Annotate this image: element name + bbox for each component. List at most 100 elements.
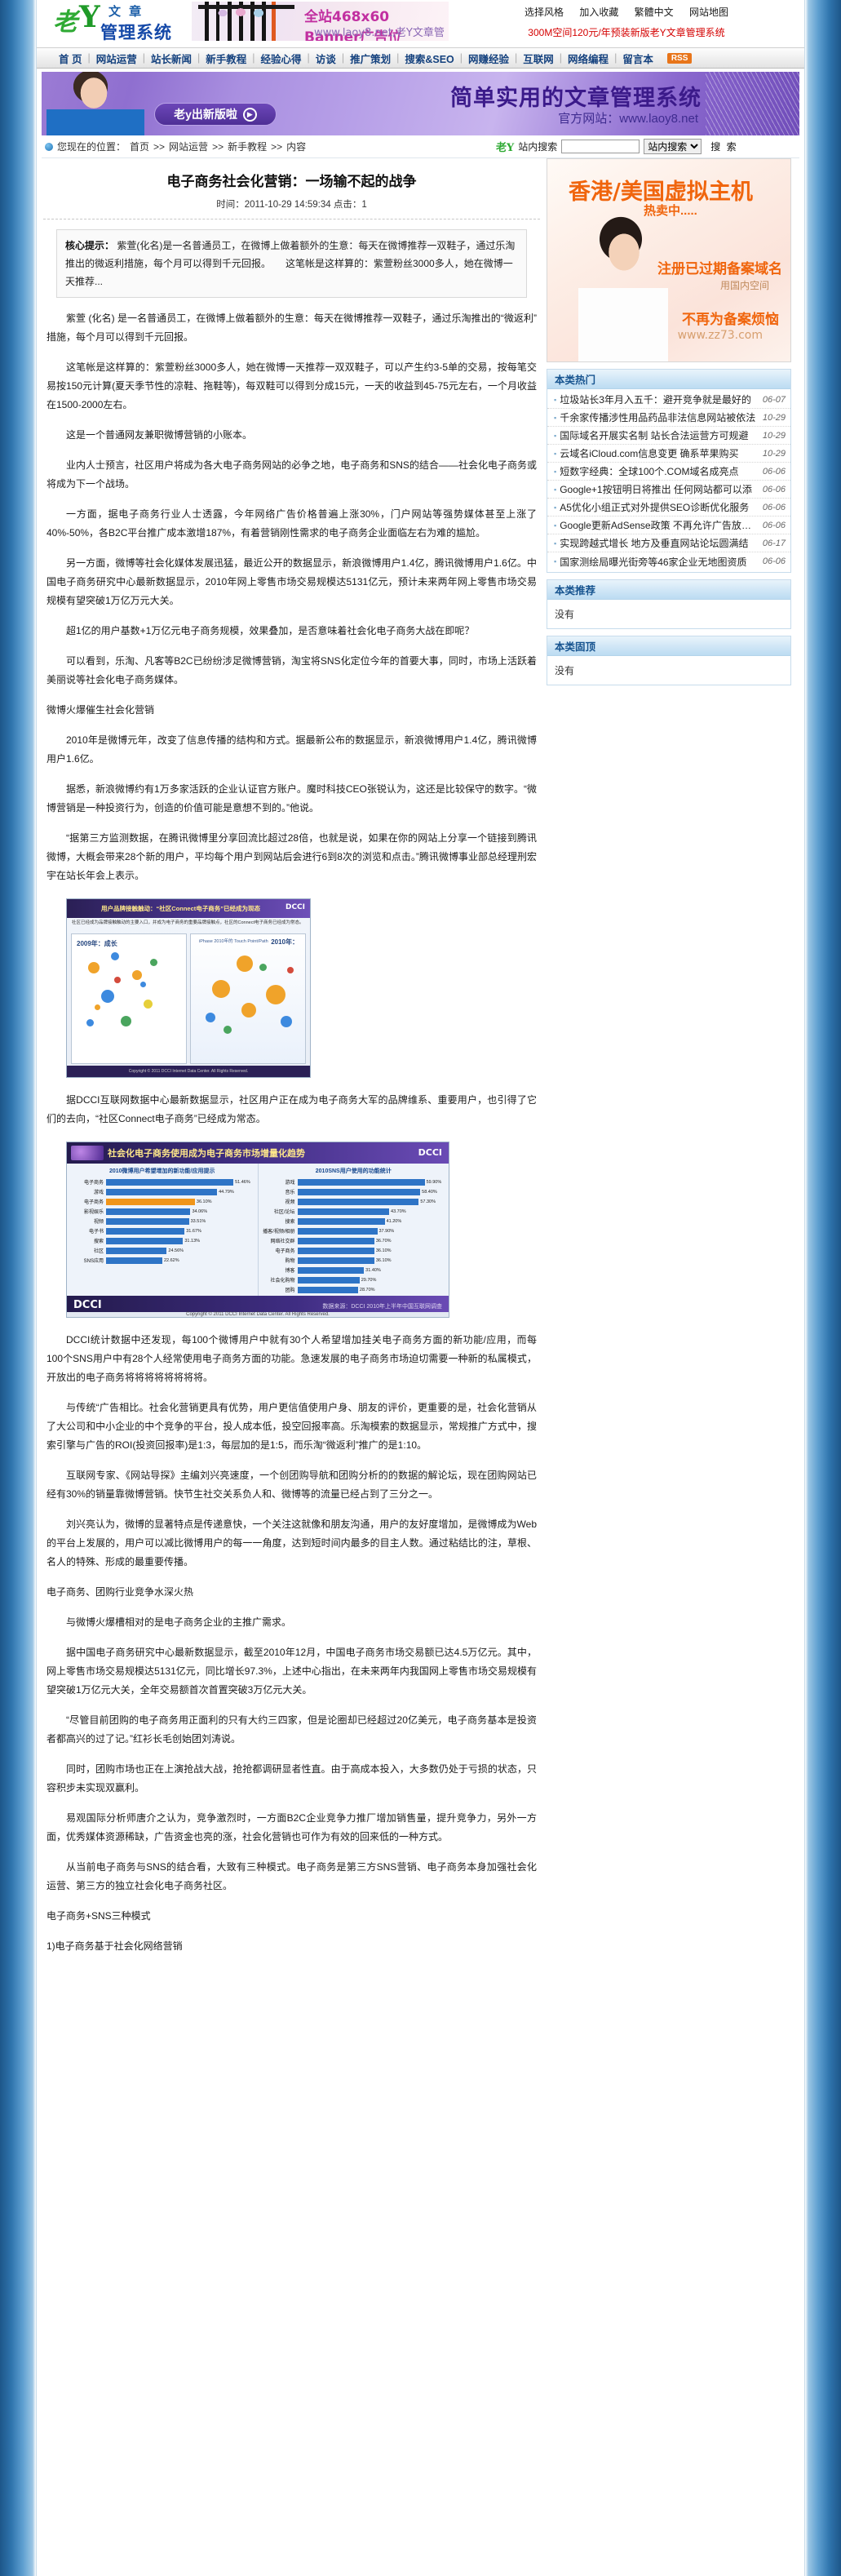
list-item-title[interactable]: 千余家传播涉性用品药品非法信息网站被依法 [560, 412, 756, 423]
link-sitemap[interactable]: 网站地图 [689, 7, 729, 18]
list-item[interactable]: ▪ 实现跨越式增长 地方及垂直网站论坛圆满结 06-17 [547, 534, 790, 552]
list-item[interactable]: ▪ 国家测绘局曝光街旁等46家企业无地图资质 06-06 [547, 552, 790, 570]
nav-item-guestbook[interactable]: 留言本 [622, 53, 653, 65]
link-choose-style[interactable]: 选择风格 [524, 7, 564, 18]
chart2-right-bars: 游戏 59.90% 音乐 58.40% 视频 57.30% 社区/论坛 43.70% 搜索 41.… [262, 1177, 446, 1314]
list-item-title[interactable]: 国家测绘局曝光街旁等46家企业无地图资质 [560, 556, 747, 568]
bubble-node [224, 1026, 232, 1034]
bubble-node [241, 1003, 256, 1018]
logo-text-line2: 管理系统 [100, 24, 172, 42]
search-scope-select[interactable]: 站内搜索 标题 内容 作者 [644, 139, 702, 154]
list-item-title[interactable]: 实现跨越式增长 地方及垂直网站论坛圆满结 [560, 538, 749, 549]
ad-line3: 注册已过期备案域名 [657, 261, 782, 277]
bullet-icon: ▪ [554, 431, 557, 440]
chart-bar-track: 31.13% [106, 1237, 255, 1244]
list-item[interactable]: ▪ 垃圾站长3年月入五千：避开竞争就是最好的 06-07 [547, 391, 790, 409]
article-section-heading: 电子商务+SNS三种模式 [46, 1910, 151, 1922]
bullet-icon: ▪ [554, 521, 557, 530]
chart-bar-value: 28.70% [359, 1287, 375, 1292]
chart-bar-category: 搜索 [285, 1220, 295, 1225]
bullet-icon: ▪ [554, 503, 557, 512]
top-ad-subline: www.laoy8.net,老Y文章管理系统 [314, 27, 445, 39]
chart-bar-value: 34.06% [192, 1208, 208, 1214]
list-item-title[interactable]: A5优化小组正式对外提供SEO诊断优化服务 [560, 502, 750, 513]
chart1-panel-label: 2009年：成长 [77, 940, 117, 947]
search-input[interactable] [561, 140, 640, 153]
header-promo-text[interactable]: 300M空间120元/年预装新版老Y文章管理系统 [528, 27, 725, 38]
nav-item-interview[interactable]: 访谈 [315, 53, 336, 65]
breadcrumb-item-site-operation[interactable]: 网站运营 [169, 141, 209, 153]
list-item-date: 06-06 [762, 484, 786, 494]
list-item[interactable]: ▪ 短数字经典：全球100个.COM域名成亮点 06-06 [547, 463, 790, 481]
list-item-title[interactable]: Google更新AdSense政策 不再允许广告放置到 [560, 520, 759, 531]
chart-bar-category: 电子商务 [83, 1181, 104, 1186]
list-item-title[interactable]: Google+1按钮明日将推出 任何网站都可以添 [560, 484, 752, 495]
chart-bar-track: 36.10% [106, 1198, 255, 1205]
nav-item-beginner-tutorial[interactable]: 新手教程 [206, 53, 247, 65]
chart2-left-title: 2010微博用户希望增加的新功能/应用提示 [108, 1168, 215, 1174]
list-item[interactable]: ▪ 国际域名开展实名制 站长合法运营方可规避 10-29 [547, 427, 790, 445]
bubble-node [266, 985, 285, 1004]
search-button[interactable]: 搜 索 [706, 139, 742, 154]
list-item[interactable]: ▪ Google更新AdSense政策 不再允许广告放置到 06-06 [547, 517, 790, 534]
chart-bar-row: 社区 24.56% [70, 1246, 255, 1255]
chart2-brand: DCCI [418, 1147, 442, 1158]
chart-bar-social-commerce[interactable]: 社会化电子商务使用成为电子商务市场增量化趋势 DCCI 2010微博用户希望增加… [66, 1142, 449, 1318]
chart-bar-category: 团购 [285, 1288, 295, 1293]
chart-bar-value: 33.51% [190, 1218, 206, 1224]
figure-1-wrapper: 用户品牌接触触动：“社区Connect电子商务”已经成为现态 DCCI 社区已经… [66, 898, 540, 1078]
hero-banner[interactable]: 老y出新版啦 ▶ 简单实用的文章管理系统 官方网站：www.laoy8.net [42, 72, 799, 135]
chart-bar-track: 33.51% [106, 1217, 255, 1225]
nav-item-webmaster-news[interactable]: 站长新闻 [151, 53, 193, 65]
sidebar-ad-hosting[interactable]: 香港/美国虚拟主机 热卖中..... 注册已过期备案域名 用国内空间 不再为备案… [547, 158, 791, 362]
bubble-node [206, 1013, 215, 1022]
nav-item-internet[interactable]: 互联网 [523, 53, 554, 65]
bullet-icon: ▪ [554, 467, 557, 476]
list-item-title[interactable]: 云域名iCloud.com信息变更 确系苹果购买 [560, 448, 739, 459]
list-item-date: 06-06 [762, 502, 786, 512]
nav-sep: | [515, 52, 518, 64]
panel-hot: 本类热门 ▪ 垃圾站长3年月入五千：避开竞争就是最好的 06-07 ▪ 千余家传播涉性用… [547, 369, 791, 573]
chart-bar-category: 电子商务 [83, 1200, 104, 1205]
list-item[interactable]: ▪ 云域名iCloud.com信息变更 确系苹果购买 10-29 [547, 445, 790, 463]
breadcrumb-item-beginner-tutorial[interactable]: 新手教程 [228, 141, 268, 153]
nav-item-money-making[interactable]: 网赚经验 [468, 53, 510, 65]
list-item[interactable]: ▪ 千余家传播涉性用品药品非法信息网站被依法 10-29 [547, 409, 790, 427]
breadcrumb-item-home[interactable]: 首页 [130, 141, 150, 153]
article-column: 电子商务社会化营销：一场输不起的战争 时间：2011-10-29 14:59:3… [42, 158, 542, 1984]
chart-bar-value: 36.10% [196, 1199, 212, 1204]
list-item-title[interactable]: 国际域名开展实名制 站长合法运营方可规避 [560, 430, 749, 441]
link-add-favorite[interactable]: 加入收藏 [579, 7, 619, 18]
article-paragraph: 紫萱 (化名) 是一名普通员工，在微博上做着额外的生意：每天在微博推荐一双鞋子，… [46, 313, 537, 343]
nav-item-network-programming[interactable]: 网络编程 [568, 53, 609, 65]
nav-item-home[interactable]: 首 页 [59, 53, 82, 65]
bubble-node [259, 964, 267, 971]
bubble-node [114, 977, 121, 983]
new-version-button[interactable]: 老y出新版啦 ▶ [154, 103, 277, 126]
chart-bar-value: 29.70% [361, 1277, 377, 1283]
main-navigation[interactable]: 首 页 | 网站运营 | 站长新闻 | 新手教程 | 经验心得 | 访谈 | 推广策划 | 搜… [37, 47, 804, 69]
chart-bar-category: 购物 [285, 1259, 295, 1264]
nav-item-search-seo[interactable]: 搜索&SEO [405, 53, 454, 65]
bubble-node [132, 970, 142, 980]
list-item[interactable]: ▪ A5优化小组正式对外提供SEO诊断优化服务 06-06 [547, 499, 790, 517]
nav-item-experience[interactable]: 经验心得 [260, 53, 302, 65]
chart-bubble-network[interactable]: 用户品牌接触触动：“社区Connect电子商务”已经成为现态 DCCI 社区已经… [66, 898, 311, 1078]
chart-bar-track: 24.56% [106, 1247, 255, 1254]
nav-item-site-operation[interactable]: 网站运营 [95, 53, 137, 65]
list-item[interactable]: ▪ Google+1按钮明日将推出 任何网站都可以添 06-06 [547, 481, 790, 499]
chart-bar-track: 36.10% [297, 1247, 446, 1254]
rss-badge[interactable]: RSS [666, 52, 693, 64]
chart1-panel-label: 2010年： [271, 938, 299, 946]
chart-bar [297, 1217, 385, 1225]
bubble-node [140, 982, 146, 987]
nav-item-promotion-planning[interactable]: 推广策划 [350, 53, 392, 65]
site-logo[interactable]: 老 Y 文 章 管理系统 [37, 0, 192, 47]
chart1-panel-2010: iPhase 2010年的 Touch Point/Path 2010年： [190, 933, 306, 1064]
link-traditional-chinese[interactable]: 繁體中文 [634, 7, 674, 18]
bullet-icon: ▪ [554, 485, 557, 494]
list-item-title[interactable]: 垃圾站长3年月入五千：避开竞争就是最好的 [560, 394, 751, 406]
top-ad-banner[interactable]: 全站468x60 Banner广告位 www.laoy8.net,老Y文章管理系… [192, 2, 449, 41]
panel-sticky: 本类固顶 没有 [547, 636, 791, 685]
list-item-title[interactable]: 短数字经典：全球100个.COM域名成亮点 [560, 466, 739, 477]
